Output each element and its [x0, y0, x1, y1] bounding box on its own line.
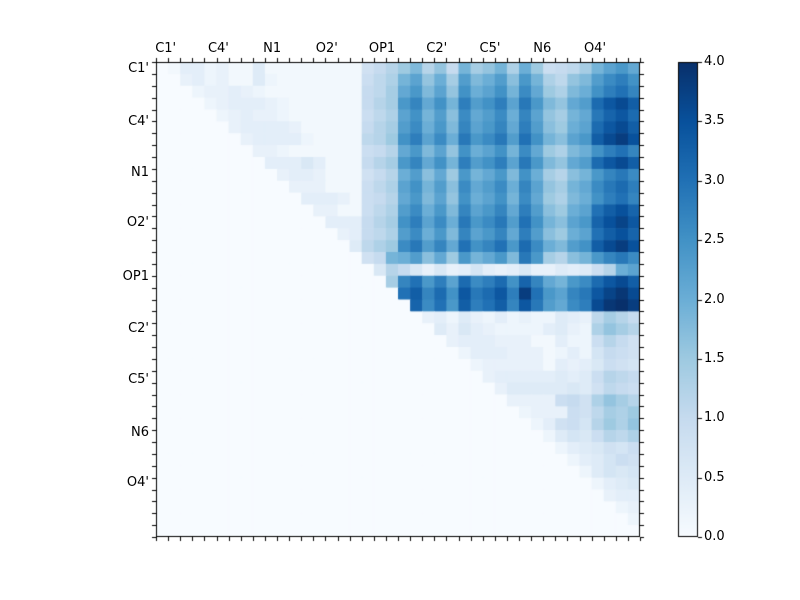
x-axis-label: C5': [479, 41, 501, 56]
y-axis-label: N1: [131, 165, 149, 181]
y-axis-label: O4': [126, 474, 149, 490]
x-axis-label: OP1: [368, 41, 396, 56]
colorbar-tick-label: 2.5: [704, 232, 725, 248]
x-axis-label: N6: [533, 41, 552, 56]
y-axis-label: C5': [128, 371, 149, 387]
colorbar-tick-label: 0.0: [704, 529, 725, 544]
y-axis-label: C2': [128, 320, 149, 336]
y-axis-label: N6: [131, 424, 149, 440]
y-axis-label: C1': [128, 61, 149, 77]
colorbar-tick-label: 3.5: [704, 113, 725, 129]
colorbar-tick-label: 1.5: [704, 350, 725, 366]
colorbar-tick-label: 1.0: [704, 410, 725, 426]
y-axis-label: C4': [128, 113, 149, 129]
x-axis-label: C2': [426, 41, 448, 56]
x-axis-label: C4': [207, 41, 229, 56]
y-axis-label: OP1: [122, 269, 149, 285]
x-axis-label: C1': [155, 41, 177, 56]
colorbar-tick-label: 3.0: [704, 172, 725, 188]
x-axis-label: O2': [315, 41, 338, 56]
y-axis-label: O2': [126, 215, 149, 231]
x-axis-label: O4': [583, 41, 607, 56]
x-axis-label: N1: [263, 41, 282, 56]
colorbar-tick-label: 2.0: [704, 291, 725, 307]
colorbar-tick-label: 4.0: [704, 54, 725, 69]
colorbar-tick-label: 0.5: [704, 469, 725, 485]
